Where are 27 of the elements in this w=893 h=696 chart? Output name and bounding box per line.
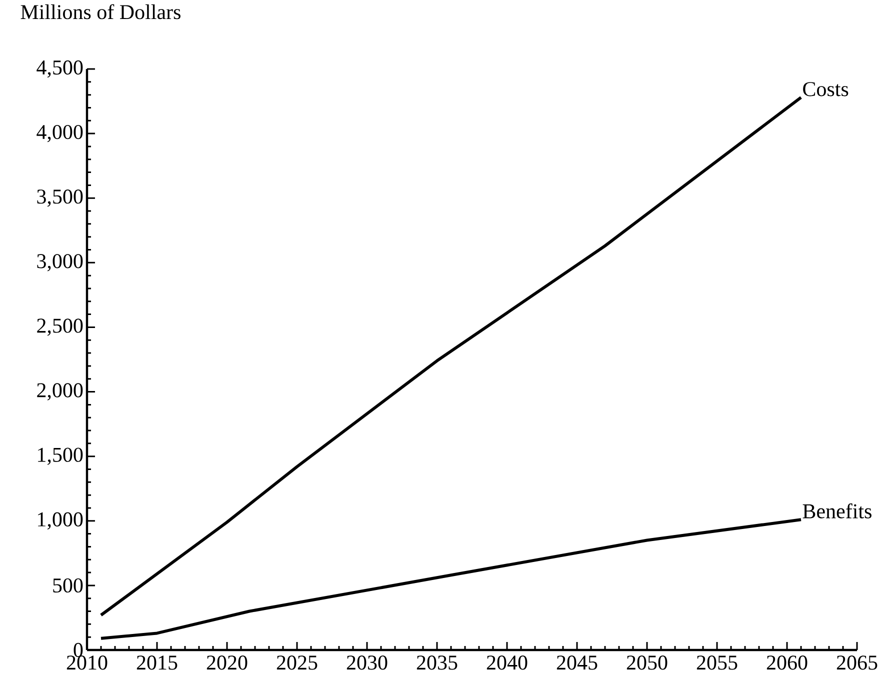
x-tick-label: 2035 [416,656,458,670]
x-tick-label: 2065 [836,656,878,670]
y-tick-label: 2,500 [37,318,83,336]
x-tick-label: 2055 [696,656,738,670]
y-tick-label: 3,000 [37,254,83,272]
x-tick-label: 2030 [346,656,388,670]
y-tick-label: 0 [74,642,83,658]
x-tick-label: 2040 [486,656,528,670]
y-tick-label: 500 [53,578,83,593]
x-tick-label: 2010 [66,656,108,670]
y-axis-title: Millions of Dollars [20,4,180,20]
line-series [100,96,803,617]
series-label: Costs [803,82,848,96]
y-tick-label: 4,000 [36,124,83,142]
series-label: Benefits [802,503,872,518]
x-tick-label: 2025 [276,656,318,670]
x-tick-label: 2015 [136,656,178,670]
x-tick-label: 2050 [626,656,668,670]
x-tick-label: 2060 [766,656,808,670]
y-tick-label: 2,000 [37,383,83,400]
x-tick-label: 2020 [206,656,248,670]
line-series [100,518,803,640]
y-tick-label: 3,500 [37,190,83,207]
x-tick-label: 2045 [556,656,598,670]
y-tick-label: 1,000 [38,512,83,530]
y-tick-label: 4,500 [36,60,83,78]
y-tick-label: 1,500 [38,448,83,465]
